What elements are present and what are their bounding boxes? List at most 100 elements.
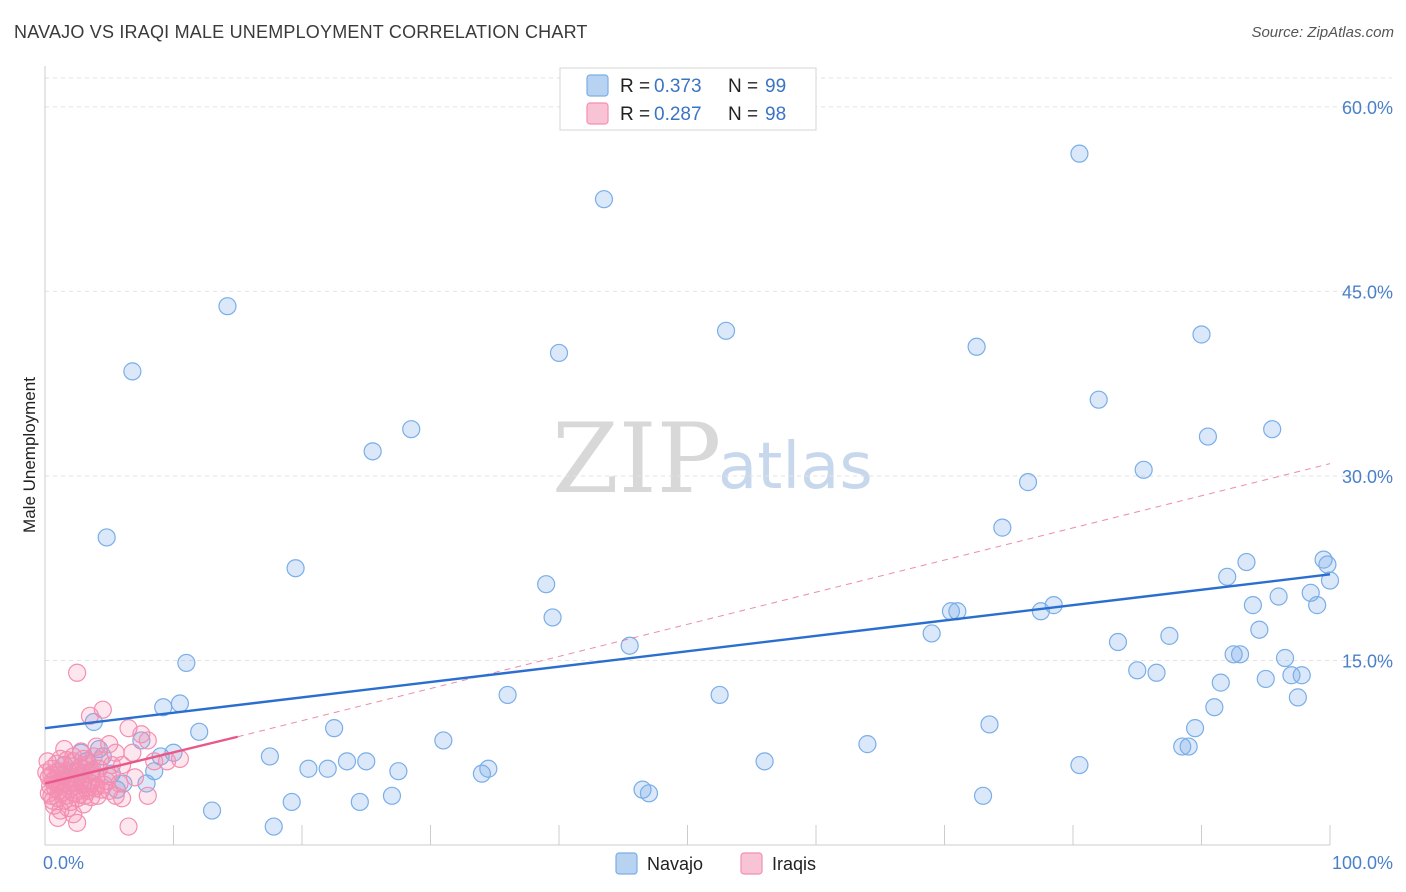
navajo-point-81 xyxy=(1292,666,1311,685)
navajo-point-1 xyxy=(218,297,237,316)
navajo-point-18 xyxy=(282,792,301,812)
x-tick-label-1: 100.0% xyxy=(1332,853,1393,873)
navajo-point-2 xyxy=(97,528,116,547)
navajo-point-67 xyxy=(1205,698,1224,717)
legend-n-label-iraqis: N = xyxy=(728,104,758,125)
navajo-point-41 xyxy=(716,321,736,340)
navajo-point-20 xyxy=(318,759,337,778)
navajo-point-25 xyxy=(363,442,382,461)
x-tick-label-0: 0.0% xyxy=(43,853,84,873)
navajo-point-24 xyxy=(357,752,376,771)
navajo-point-4 xyxy=(177,653,196,673)
navajo-point-37 xyxy=(620,636,639,655)
tick-labels: 15.0% 30.0% 45.0% 60.0% 0.0% 100.0% xyxy=(43,98,1393,873)
watermark: ZIP atlas xyxy=(552,403,873,515)
legend-r-label-navajo: R = xyxy=(620,76,650,97)
axes xyxy=(44,66,1331,846)
navajo-point-75 xyxy=(1256,669,1275,689)
navajo-point-7 xyxy=(132,731,151,750)
navajo-point-16 xyxy=(202,801,222,820)
iraqis-trend-line xyxy=(44,735,239,785)
y-tick-label-3: 60.0% xyxy=(1342,98,1393,118)
navajo-point-19 xyxy=(299,759,318,778)
navajo-point-68 xyxy=(1211,673,1230,692)
legend-r-value-navajo: 0.373 xyxy=(654,76,702,97)
navajo-point-22 xyxy=(337,752,357,771)
legend-n-value-iraqis: 98 xyxy=(765,104,786,125)
legend-n-value-navajo: 99 xyxy=(765,76,786,97)
iraqis-point-67 xyxy=(95,775,114,794)
navajo-point-27 xyxy=(389,762,408,781)
iraqis-point-2 xyxy=(80,706,100,725)
navajo-point-29 xyxy=(434,731,453,750)
navajo-point-36 xyxy=(594,190,614,209)
navajo-point-17 xyxy=(260,747,279,766)
navajo-point-21 xyxy=(325,719,344,738)
iraqis-point-65 xyxy=(138,786,157,805)
navajo-point-43 xyxy=(858,735,877,754)
navajo-point-98 xyxy=(264,817,283,836)
navajo-point-48 xyxy=(973,786,993,805)
iraqis-point-93 xyxy=(79,754,98,773)
navajo-point-28 xyxy=(402,420,421,439)
navajo-point-58 xyxy=(1128,661,1147,680)
iraqis-point-62 xyxy=(68,813,87,832)
navajo-point-59 xyxy=(1134,460,1153,479)
bottom-legend-navajo: Navajo xyxy=(647,854,703,874)
iraqis-point-61 xyxy=(48,808,67,828)
navajo-point-53 xyxy=(1044,596,1063,615)
navajo-point-69 xyxy=(1218,567,1237,586)
navajo-point-49 xyxy=(980,715,999,734)
navajo-point-86 xyxy=(1320,571,1340,590)
iraqis-point-64 xyxy=(112,789,132,808)
navajo-point-40 xyxy=(710,685,729,705)
legend-swatch-navajo xyxy=(586,74,609,97)
bottom-legend: Navajo Iraqis xyxy=(615,852,816,875)
navajo-point-95 xyxy=(145,762,164,781)
navajo-point-79 xyxy=(1282,666,1301,685)
navajo-point-61 xyxy=(1160,626,1179,645)
navajo-point-54 xyxy=(1070,144,1089,163)
navajo-point-47 xyxy=(967,337,986,356)
navajo-point-65 xyxy=(1192,325,1211,344)
navajo-point-15 xyxy=(190,722,209,741)
iraqis-point-97 xyxy=(64,747,83,766)
navajo-point-34 xyxy=(543,608,562,627)
trend-lines xyxy=(44,463,1331,785)
navajo-point-5 xyxy=(170,694,190,713)
iraqis-point-63 xyxy=(119,817,138,836)
chart-title: NAVAJO VS IRAQI MALE UNEMPLOYMENT CORREL… xyxy=(14,22,588,42)
navajo-point-80 xyxy=(1288,688,1307,707)
navajo-point-76 xyxy=(1263,420,1282,439)
navajo-point-73 xyxy=(1243,596,1263,615)
navajo-point-64 xyxy=(1185,719,1205,738)
bottom-legend-swatch-iraqis xyxy=(740,852,763,875)
navajo-point-71 xyxy=(1230,645,1250,664)
iraqis-point-94 xyxy=(87,776,106,796)
y-axis-label: Male Unemployment xyxy=(20,377,39,533)
navajo-point-33 xyxy=(537,575,556,594)
navajo-point-26 xyxy=(382,786,402,805)
y-tick-label-1: 30.0% xyxy=(1342,467,1393,487)
iraqis-point-5 xyxy=(138,731,157,750)
navajo-point-63 xyxy=(1179,737,1198,756)
navajo-point-62 xyxy=(1173,737,1192,756)
navajo-point-74 xyxy=(1250,620,1269,639)
navajo-points xyxy=(48,144,1340,836)
navajo-point-72 xyxy=(1237,552,1256,572)
legend-r-label-iraqis: R = xyxy=(620,104,650,125)
watermark-atlas: atlas xyxy=(718,430,873,504)
navajo-point-66 xyxy=(1198,427,1218,446)
y-tick-label-0: 15.0% xyxy=(1342,651,1393,671)
iraqis-point-92 xyxy=(69,781,88,800)
navajo-point-55 xyxy=(1070,755,1089,775)
source-credit: Source: ZipAtlas.com xyxy=(1251,24,1394,41)
legend: R = 0.373 N = 99 R = 0.287 N = 98 xyxy=(559,67,817,131)
navajo-trend-line xyxy=(44,573,1331,730)
navajo-point-77 xyxy=(1269,587,1288,606)
navajo-point-35 xyxy=(549,343,569,363)
navajo-point-6 xyxy=(154,698,173,717)
navajo-point-57 xyxy=(1108,632,1128,652)
navajo-point-85 xyxy=(1318,555,1337,574)
